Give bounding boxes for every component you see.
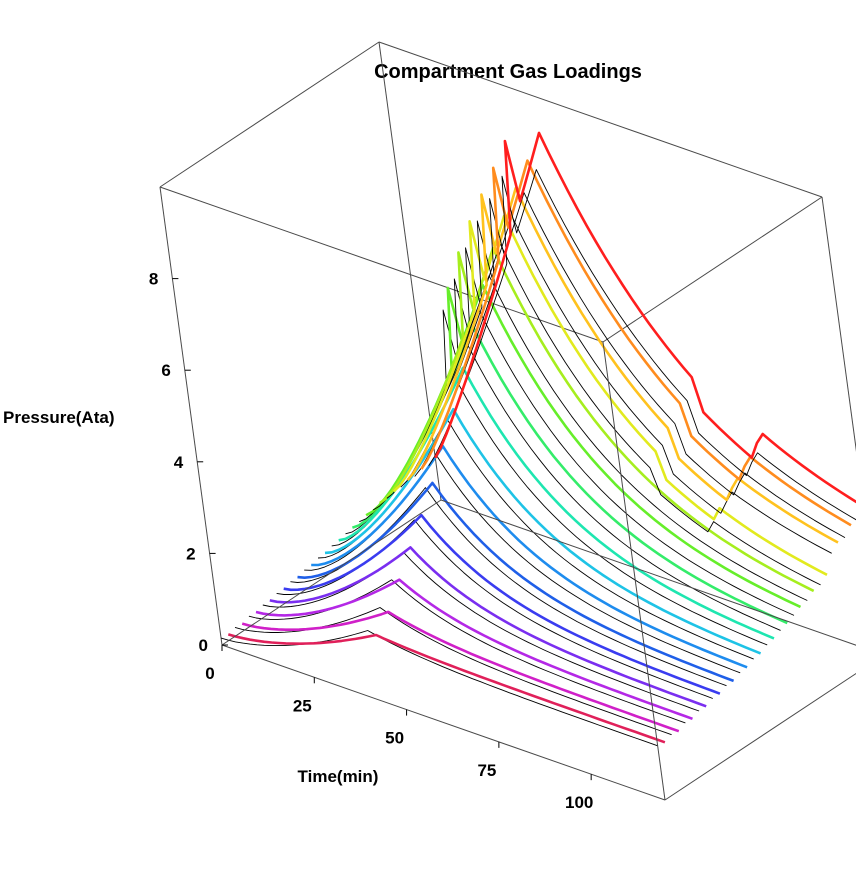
series-line [227,633,666,744]
series-line [434,131,856,504]
axis-ticks: 0 25 50 75 100 0 2 4 6 8 [149,270,593,813]
box-edge [602,196,823,343]
x-tick-label: 25 [293,696,312,715]
box-edge [821,196,856,452]
series-line [269,546,707,708]
series-line [311,444,748,669]
series-line [406,186,839,544]
series-line [262,551,700,712]
series-line [255,578,693,721]
z-tick-label: 8 [149,270,158,289]
z-tick-label: 2 [186,544,195,563]
pressure-axis-label: Pressure(Ata) [3,408,115,427]
series-line [338,366,775,640]
box-edge [221,644,666,801]
box-edge [221,499,442,646]
series-line [290,487,727,687]
chart-title: Compartment Gas Loadings [374,61,642,83]
series-line [220,630,658,747]
series-line [379,246,815,593]
series-line [414,192,846,538]
z-tick-label: 6 [161,361,170,380]
series-line [324,407,762,655]
series-line [241,610,680,733]
z-tick-label: 0 [199,636,208,655]
box-edge [159,41,380,188]
box-edge [159,186,223,646]
series-line [420,159,852,527]
series-line [283,513,721,695]
x-tick-label: 50 [385,729,404,748]
box-edge [602,341,666,801]
box-edge [378,41,823,198]
box-edge [664,672,856,801]
series-line [351,325,788,625]
z-tick-label: 4 [174,453,184,472]
x-tick-label: 0 [205,664,214,683]
series-line [392,214,828,576]
series-line [248,579,686,724]
series-line [372,275,808,601]
box-edge [159,186,604,343]
box-edge [440,499,856,646]
x-tick-label: 100 [565,793,593,812]
bounding-box-back [159,41,823,646]
series-line [428,169,856,521]
series-group [220,131,856,747]
time-axis-label: Time(min) [298,767,379,786]
x-tick-label: 75 [477,761,496,780]
